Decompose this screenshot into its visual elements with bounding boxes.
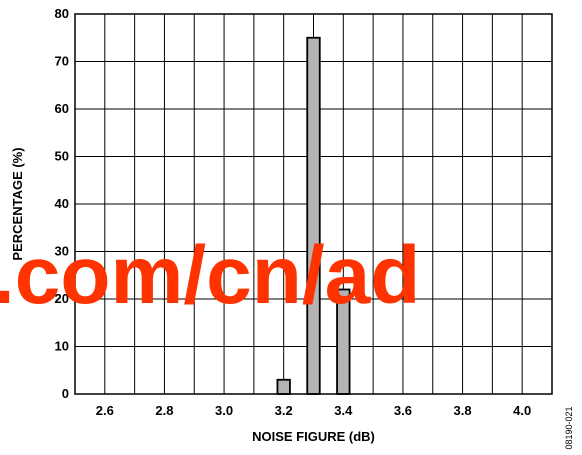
histogram-bar-3-2: [276, 378, 291, 395]
watermark-text: .com/cn/ad: [0, 230, 420, 321]
y-tick-label: 30: [55, 244, 69, 259]
y-tick-label: 20: [55, 291, 69, 306]
y-axis-label: PERCENTAGE (%): [10, 147, 25, 260]
x-tick-label: 3.8: [454, 403, 472, 418]
y-tick-label: 0: [62, 386, 69, 401]
x-tick-label: 2.6: [96, 403, 114, 418]
histogram-bar-3-3: [306, 36, 321, 395]
x-tick-label: 3.0: [215, 403, 233, 418]
histogram-bars: [276, 36, 351, 395]
x-tick-label: 3.4: [334, 403, 353, 418]
y-tick-label: 50: [55, 149, 69, 164]
x-axis-label: NOISE FIGURE (dB): [252, 429, 375, 444]
y-tick-label: 10: [55, 339, 69, 354]
y-tick-label: 40: [55, 196, 69, 211]
y-tick-label: 80: [55, 6, 69, 21]
y-tick-label: 70: [55, 54, 69, 69]
plot-area-frame: [74, 13, 553, 395]
x-tick-label: 3.2: [275, 403, 293, 418]
x-tick-label: 3.6: [394, 403, 412, 418]
y-tick-label: 60: [55, 101, 69, 116]
figure-id-label: 08190-021: [564, 406, 574, 449]
y-axis-tick-labels: 0 10 20 30 40 50 60 70 80: [55, 6, 69, 401]
x-tick-label: 4.0: [513, 403, 531, 418]
x-axis-tick-labels: 2.6 2.8 3.0 3.2 3.4 3.6 3.8 4.0: [96, 403, 531, 418]
x-tick-label: 2.8: [155, 403, 173, 418]
